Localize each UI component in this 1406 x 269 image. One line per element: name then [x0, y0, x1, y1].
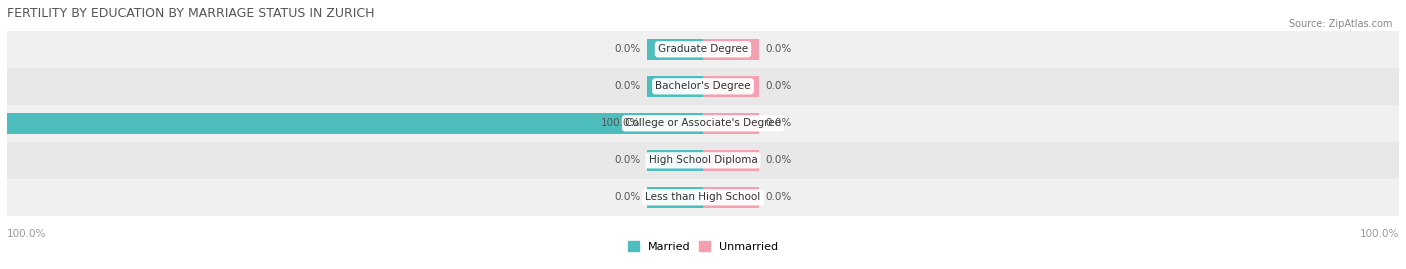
Bar: [703, 150, 759, 171]
Text: 0.0%: 0.0%: [766, 118, 792, 128]
Bar: [647, 76, 703, 97]
Text: Graduate Degree: Graduate Degree: [658, 44, 748, 54]
Bar: [7, 105, 1399, 142]
Text: 0.0%: 0.0%: [614, 155, 640, 165]
Bar: [647, 113, 703, 133]
Bar: [7, 113, 703, 133]
Bar: [703, 187, 759, 207]
Text: 0.0%: 0.0%: [766, 192, 792, 202]
Bar: [7, 179, 1399, 216]
Bar: [7, 68, 1399, 105]
Text: 0.0%: 0.0%: [766, 44, 792, 54]
Bar: [703, 113, 759, 133]
Text: Source: ZipAtlas.com: Source: ZipAtlas.com: [1288, 19, 1392, 29]
Bar: [647, 39, 703, 59]
Bar: [703, 39, 759, 59]
Legend: Married, Unmarried: Married, Unmarried: [623, 237, 783, 257]
Text: High School Diploma: High School Diploma: [648, 155, 758, 165]
Text: 100.0%: 100.0%: [7, 229, 46, 239]
Text: 0.0%: 0.0%: [766, 155, 792, 165]
Text: FERTILITY BY EDUCATION BY MARRIAGE STATUS IN ZURICH: FERTILITY BY EDUCATION BY MARRIAGE STATU…: [7, 7, 374, 20]
Text: 100.0%: 100.0%: [1360, 229, 1399, 239]
Text: College or Associate's Degree: College or Associate's Degree: [626, 118, 780, 128]
Bar: [7, 31, 1399, 68]
Text: 100.0%: 100.0%: [600, 118, 640, 128]
Text: 0.0%: 0.0%: [614, 192, 640, 202]
Text: 0.0%: 0.0%: [766, 81, 792, 91]
Text: Bachelor's Degree: Bachelor's Degree: [655, 81, 751, 91]
Text: 0.0%: 0.0%: [614, 81, 640, 91]
Bar: [647, 150, 703, 171]
Bar: [703, 76, 759, 97]
Bar: [647, 187, 703, 207]
Text: Less than High School: Less than High School: [645, 192, 761, 202]
Bar: [7, 142, 1399, 179]
Text: 0.0%: 0.0%: [614, 44, 640, 54]
